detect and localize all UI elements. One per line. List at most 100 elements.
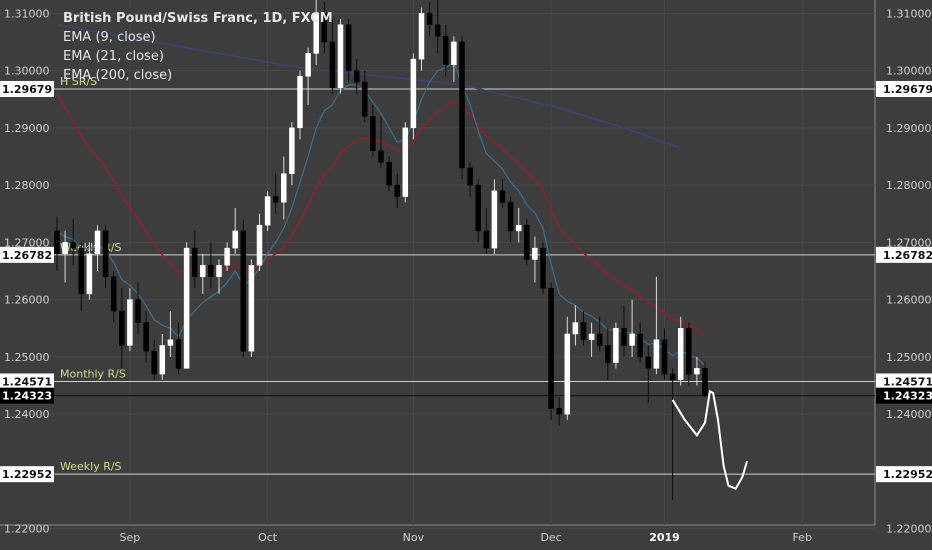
left-tick-label: 1.26000 [4, 294, 50, 307]
candle [345, 19, 352, 83]
candle [248, 259, 255, 357]
candle-body [240, 230, 247, 352]
candle [386, 156, 392, 191]
candle-body [467, 167, 473, 186]
candle-body [86, 253, 93, 295]
candle [378, 116, 384, 168]
candle-body [313, 13, 319, 54]
candle [281, 156, 287, 220]
candle-body [596, 333, 603, 346]
candle-body [224, 247, 230, 266]
candle-body [394, 184, 400, 197]
candle [548, 282, 554, 420]
price-badge [876, 387, 932, 404]
candle-body [572, 322, 579, 335]
candle-body [402, 127, 409, 197]
candle-body [507, 202, 514, 232]
candle-body [183, 247, 190, 369]
legend-ema21: EMA (21, close) [63, 49, 164, 64]
left-tick-label: 1.30000 [4, 65, 50, 78]
candle-body [345, 24, 352, 71]
candle [362, 70, 368, 123]
left-price-badge [0, 466, 54, 483]
candle-body [621, 328, 627, 346]
price-badge-label: 1.24571 [883, 375, 932, 388]
candle-body [418, 13, 425, 60]
candle [418, 7, 425, 71]
candle-body [297, 76, 303, 129]
candle-body [143, 322, 149, 352]
candle-body [532, 247, 538, 260]
candle-body [661, 339, 668, 375]
candle [224, 242, 230, 271]
candle-body [410, 58, 417, 129]
candle-body [167, 339, 174, 346]
candle [167, 311, 174, 357]
candle-body [94, 230, 101, 255]
legend-title: British Pound/Swiss Franc, 1D, FXCM [63, 11, 333, 26]
candle [329, 19, 336, 94]
price-axis[interactable]: 1.31000 1.30000 1.29000 1.28000 1.27000 1.260… [0, 7, 932, 536]
level-note: Weekly R/S [60, 460, 122, 473]
candle [151, 339, 157, 380]
candle [313, 0, 319, 65]
candle [653, 276, 660, 375]
candle-body [119, 310, 125, 346]
left-tick-label: 1.31000 [4, 7, 50, 20]
candle-body [686, 328, 692, 375]
candle-body [353, 70, 360, 83]
price-badge-label: 1.24323 [883, 390, 932, 403]
price-tick-label: 1.31000 [886, 7, 932, 20]
left-tick-label: 1.28000 [4, 179, 50, 192]
candle-body [370, 116, 376, 151]
candle-body [272, 196, 279, 203]
candle-body [78, 247, 85, 295]
price-tick-label: 1.27000 [886, 236, 932, 249]
candle [135, 282, 141, 334]
level-note: Monthly R/S [60, 367, 126, 380]
candle-body [70, 242, 76, 249]
candle [483, 208, 490, 254]
candle-body [305, 53, 311, 77]
candle [677, 316, 684, 386]
candle [434, 0, 441, 54]
candle [451, 36, 457, 83]
candle [669, 368, 676, 501]
candle [499, 179, 506, 209]
time-axis[interactable]: Sep Oct Nov Dec 2019 Feb [120, 531, 812, 544]
candle-body [256, 224, 263, 266]
candle-body [524, 224, 530, 260]
price-badge-label: 1.29679 [883, 83, 932, 96]
candle [208, 242, 214, 289]
candle-body [475, 184, 481, 232]
price-badge [876, 246, 932, 263]
candle [54, 216, 60, 271]
candle-body [54, 230, 60, 255]
time-tick-label: Nov [403, 531, 425, 544]
candle [491, 179, 498, 254]
candle-body [378, 150, 384, 163]
price-badge-label: 1.26782 [883, 249, 932, 262]
level-note: Weekly R/S [60, 241, 122, 254]
candle [191, 230, 198, 289]
time-tick-label: Feb [792, 531, 811, 544]
left-tick-label: 1.24000 [4, 408, 50, 421]
time-tick-label: Sep [120, 531, 141, 544]
price-tick-label: 1.26000 [886, 294, 932, 307]
candle-body [483, 230, 490, 249]
candle-body [677, 328, 684, 381]
price-tick-label: 1.29000 [886, 122, 932, 135]
candle-body [127, 299, 133, 346]
candle-body [264, 196, 271, 226]
candle [256, 213, 263, 271]
candle-body [191, 247, 198, 277]
candle [127, 288, 133, 352]
candle-body [248, 265, 255, 352]
candle [62, 230, 68, 283]
price-badge-label: 1.22952 [883, 468, 932, 481]
plot-background [0, 0, 875, 525]
ema200-path [56, 24, 681, 149]
candle [86, 242, 93, 300]
candle [216, 259, 222, 294]
